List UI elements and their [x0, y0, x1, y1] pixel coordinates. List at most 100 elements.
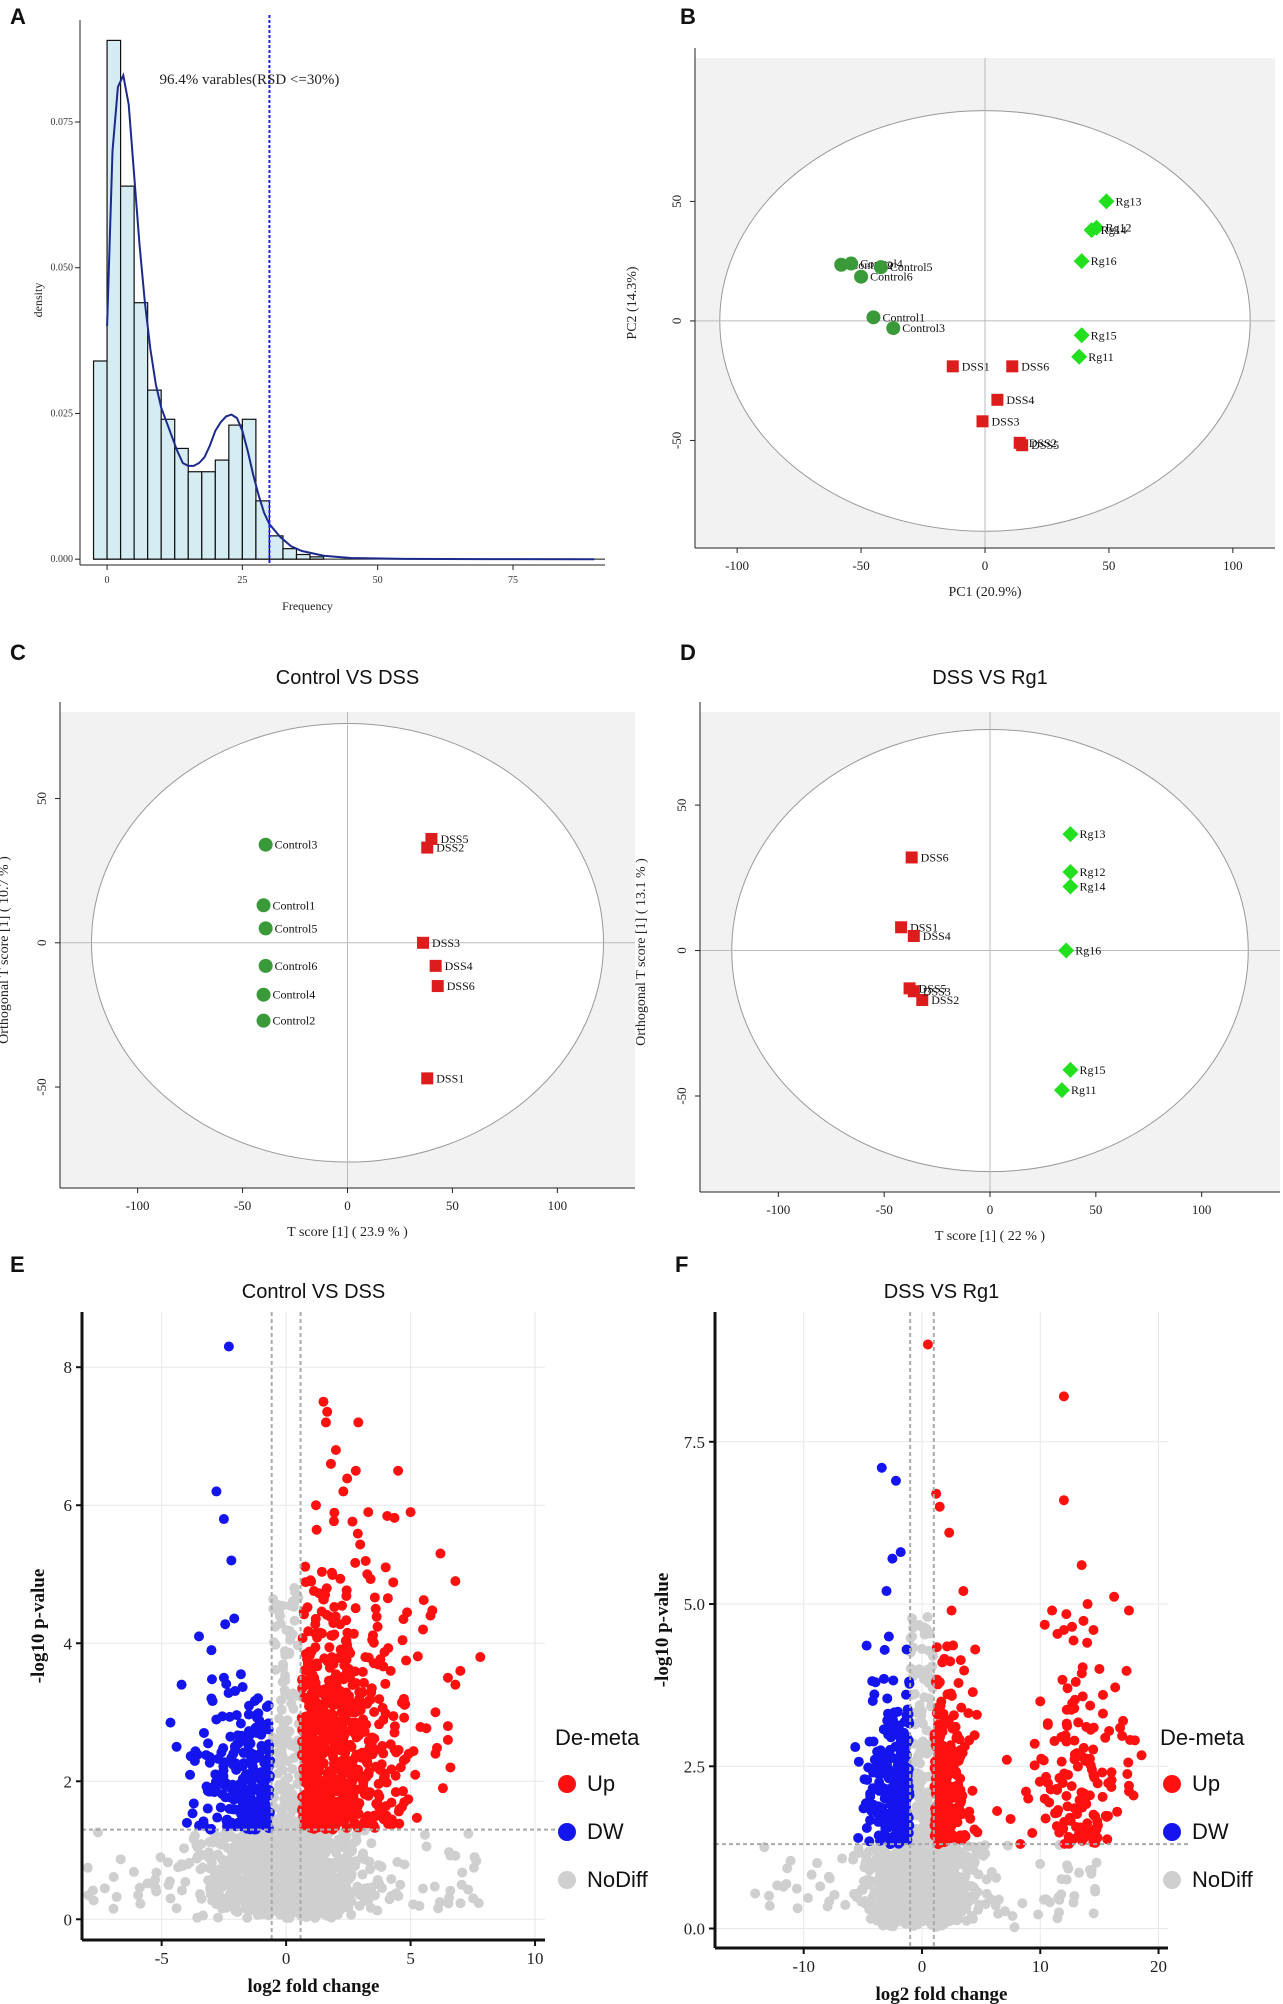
up-point	[380, 1708, 391, 1719]
up-point	[1088, 1769, 1099, 1780]
point-label-dss3: DSS3	[923, 984, 951, 998]
y-axis-title: density	[31, 283, 45, 318]
up-point	[408, 1746, 419, 1757]
nodiff-point	[981, 1874, 992, 1885]
dw-point	[867, 1695, 878, 1706]
up-point	[1066, 1781, 1077, 1792]
nodiff-point	[980, 1840, 991, 1851]
nodiff-point	[750, 1888, 761, 1899]
up-point	[322, 1656, 333, 1667]
dw-point	[217, 1789, 228, 1800]
up-point	[1005, 1813, 1016, 1824]
y-axis-title: -log10 p-value	[28, 1569, 49, 1684]
nodiff-point	[916, 1621, 927, 1632]
x-axis-title: PC1 (20.9%)	[948, 585, 1021, 600]
nodiff-point	[993, 1908, 1004, 1919]
nodiff-point	[376, 1861, 387, 1872]
dw-point	[865, 1815, 876, 1826]
up-point	[402, 1607, 413, 1618]
up-point	[1067, 1698, 1078, 1709]
up-point	[369, 1733, 380, 1744]
up-point	[305, 1730, 316, 1741]
point-label-rg12: Rg12	[1106, 221, 1132, 235]
nodiff-point	[395, 1879, 406, 1890]
nodiff-point	[92, 1827, 103, 1838]
up-point	[1122, 1768, 1133, 1779]
nodiff-point	[274, 1748, 285, 1759]
up-point	[344, 1672, 355, 1683]
nodiff-point	[111, 1891, 122, 1902]
nodiff-point	[261, 1892, 272, 1903]
up-point	[1112, 1806, 1123, 1817]
nodiff-point	[913, 1881, 924, 1892]
y-tick-label: 4	[64, 1634, 73, 1653]
up-point	[302, 1811, 313, 1822]
dw-point	[853, 1832, 864, 1843]
legend-label-dw: DW	[1192, 1819, 1229, 1844]
point-control4	[256, 987, 271, 1002]
up-point	[397, 1635, 408, 1646]
nodiff-point	[1009, 1922, 1020, 1933]
nodiff-point	[914, 1783, 925, 1794]
up-point	[342, 1639, 353, 1650]
point-label-rg14: Rg14	[1079, 880, 1105, 894]
nodiff-point	[301, 1875, 312, 1886]
up-point	[321, 1583, 332, 1594]
nodiff-point	[907, 1613, 918, 1624]
point-rg15	[1062, 1061, 1079, 1078]
up-point	[1088, 1625, 1099, 1635]
x-tick-label: 25	[237, 575, 247, 586]
nodiff-point	[860, 1857, 871, 1868]
up-point	[941, 1714, 952, 1725]
dw-point	[894, 1828, 905, 1839]
up-point	[959, 1665, 970, 1676]
up-point	[358, 1817, 369, 1828]
panel-a-density-histogram: A96.4% varables(RSD <=30%)0 25 50 750.0000.…	[10, 4, 605, 613]
nodiff-point	[87, 1885, 98, 1896]
nodiff-point	[108, 1872, 119, 1883]
nodiff-point	[867, 1892, 878, 1903]
nodiff-point	[284, 1865, 295, 1876]
up-point	[1041, 1771, 1052, 1782]
nodiff-point	[128, 1866, 139, 1877]
up-point	[1136, 1750, 1147, 1761]
dw-point	[181, 1817, 192, 1828]
point-label-control3: Control3	[902, 321, 945, 335]
dw-point	[243, 1709, 254, 1720]
nodiff-point	[249, 1886, 260, 1897]
up-point	[374, 1694, 385, 1705]
up-point	[363, 1507, 374, 1518]
nodiff-point	[948, 1870, 959, 1881]
point-label-dss2: DSS2	[931, 993, 959, 1007]
nodiff-point	[1069, 1890, 1080, 1901]
nodiff-point	[880, 1855, 891, 1866]
up-point	[372, 1621, 383, 1632]
up-point	[954, 1805, 965, 1816]
point-dss1	[895, 921, 908, 934]
x-tick-label: -5	[155, 1949, 169, 1968]
nodiff-point	[906, 1896, 917, 1907]
nodiff-point	[365, 1864, 376, 1875]
up-point	[1063, 1769, 1074, 1780]
point-label-rg16: Rg16	[1075, 944, 1101, 958]
nodiff-point	[289, 1583, 300, 1594]
dw-point	[237, 1682, 248, 1693]
up-point	[354, 1694, 365, 1705]
up-point	[342, 1627, 353, 1638]
dw-point	[878, 1673, 889, 1684]
up-point	[330, 1445, 341, 1456]
nodiff-point	[288, 1703, 299, 1714]
up-point	[1123, 1605, 1134, 1616]
dw-point	[210, 1769, 221, 1780]
dw-point	[223, 1341, 234, 1352]
up-point	[1076, 1787, 1087, 1798]
up-point	[311, 1524, 322, 1535]
nodiff-point	[911, 1860, 922, 1871]
nodiff-point	[258, 1874, 269, 1885]
nodiff-point	[921, 1851, 932, 1862]
up-point	[341, 1615, 352, 1626]
nodiff-point	[254, 1833, 265, 1844]
up-point	[366, 1683, 377, 1694]
nodiff-point	[268, 1594, 279, 1605]
up-point	[381, 1777, 392, 1788]
